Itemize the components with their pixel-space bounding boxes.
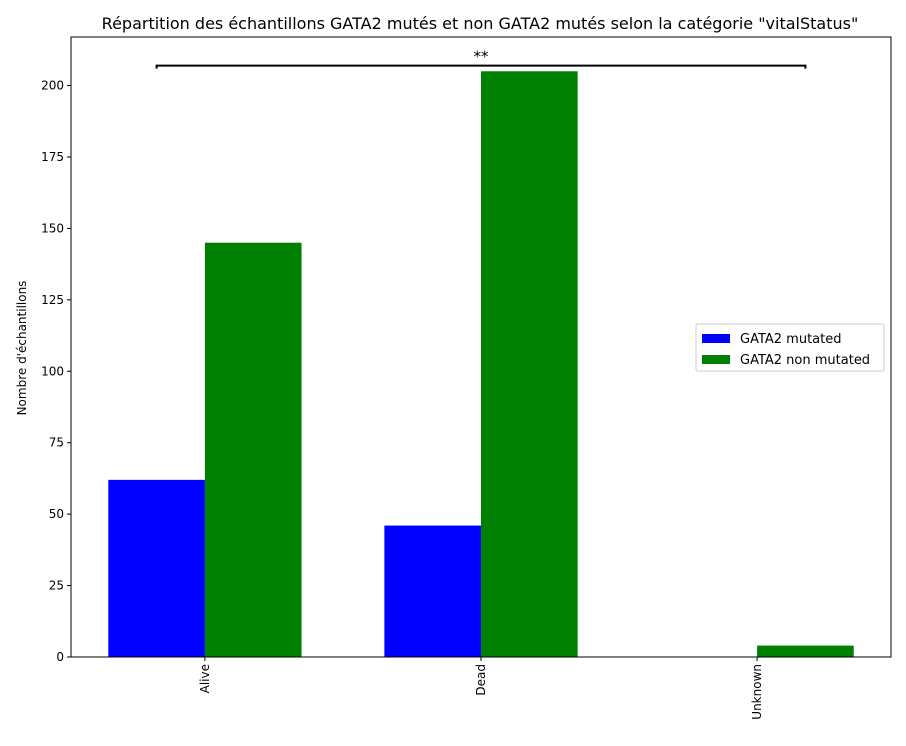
bar-gata2-non-mutated-alive [204, 242, 302, 657]
y-tick-label: 25 [49, 579, 64, 593]
significance-annotation: ** [155, 48, 807, 69]
significance-label: ** [474, 48, 490, 66]
y-tick-label: 100 [41, 364, 64, 378]
plot-frame [70, 36, 892, 658]
significance-bracket [155, 64, 807, 69]
bar-gata2-mutated-dead [384, 525, 481, 657]
legend-label-1: GATA2 non mutated [740, 353, 870, 368]
y-tick-label: 175 [41, 150, 64, 164]
y-tick-label: 50 [49, 507, 64, 521]
y-axis-label: Nombre d'échantillons [15, 281, 29, 416]
x-tick-label-unknown: Unknown [750, 664, 764, 720]
legend-swatch-1 [702, 355, 730, 364]
bar-gata2-non-mutated-dead [481, 71, 578, 658]
legend-label-0: GATA2 mutated [740, 332, 842, 347]
y-axis: 0 25 50 75 100 125 150 175 200 [41, 79, 71, 664]
legend-swatch-0 [702, 334, 730, 343]
y-tick-label: 150 [41, 221, 64, 235]
y-tick-label: 125 [41, 293, 64, 307]
chart-title: Répartition des échantillons GATA2 mutés… [102, 14, 859, 33]
y-tick-label: 0 [56, 650, 64, 664]
y-tick-label: 200 [41, 79, 64, 93]
y-tick-label: 75 [49, 436, 64, 450]
bars-layer [108, 71, 854, 658]
x-axis: Alive Dead Unknown [198, 657, 764, 720]
bar-gata2-non-mutated-unknown [757, 645, 854, 657]
legend: GATA2 mutated GATA2 non mutated [695, 323, 885, 372]
x-tick-label-alive: Alive [198, 664, 212, 693]
x-tick-label-dead: Dead [474, 664, 488, 696]
legend-box [695, 323, 885, 372]
bar-gata2-mutated-alive [108, 479, 205, 657]
